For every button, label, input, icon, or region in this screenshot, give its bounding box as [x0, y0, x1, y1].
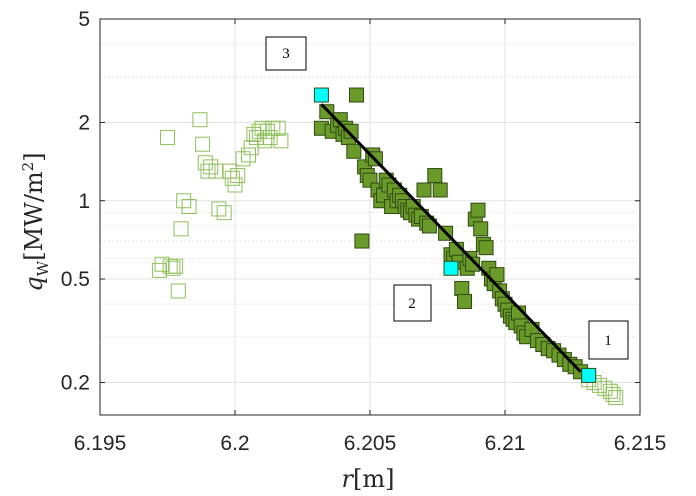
open-data-point	[254, 120, 270, 136]
y-axis-ticks: 0.2 0.5 1 2 5	[61, 8, 640, 395]
filled-data-point	[354, 233, 370, 249]
filled-data-point	[457, 293, 472, 309]
x-tick-label: 6.215	[614, 432, 667, 455]
y-axis-title: qW[MW/m2]	[19, 152, 52, 291]
open-data-point	[257, 133, 273, 149]
y-tick-label: 2	[78, 111, 90, 134]
filled-data-point	[489, 267, 505, 283]
open-data-point	[197, 155, 213, 171]
open-data-point	[227, 177, 243, 193]
filled-data-point	[465, 256, 481, 272]
x-axis-title: r[m]	[342, 465, 395, 493]
open-data-point	[211, 201, 227, 217]
open-data-point	[605, 386, 621, 402]
open-data-point	[608, 390, 624, 406]
fit-endpoint-marker	[443, 260, 459, 276]
open-data-point	[602, 383, 618, 399]
annotation-box-2: 2	[393, 284, 432, 322]
open-data-point	[203, 159, 219, 175]
open-data-point	[230, 168, 246, 184]
filled-data-point	[427, 168, 443, 184]
x-tick-label: 6.205	[344, 432, 397, 455]
filled-data-point	[478, 240, 494, 256]
open-data-point	[173, 221, 189, 237]
fit-endpoint-marker	[313, 87, 329, 103]
y-tick-label: 0.5	[61, 268, 90, 291]
annotation-label-2: 2	[408, 296, 416, 312]
y-tick-label: 1	[78, 190, 90, 213]
filled-data-point	[421, 218, 437, 234]
open-data-point	[160, 130, 175, 146]
annotation-box-3: 3	[265, 36, 307, 71]
open-data-point	[592, 377, 607, 393]
filled-data-point	[432, 182, 448, 198]
open-data-point	[259, 123, 275, 139]
open-data-point	[176, 193, 192, 209]
annotation-label-1: 1	[604, 333, 612, 349]
fit-line	[320, 103, 582, 373]
filled-data-point	[473, 221, 489, 237]
y-tick-label: 5	[78, 8, 90, 31]
open-data-point	[195, 136, 211, 152]
annotation-box-1: 1	[588, 320, 629, 360]
open-data-point	[170, 283, 186, 299]
x-tick-label: 6.21	[485, 432, 526, 455]
open-data-point	[192, 112, 208, 128]
open-data-point	[235, 151, 251, 167]
open-data-point	[216, 205, 232, 221]
filled-data-point	[349, 87, 364, 103]
filled-data-point	[416, 182, 432, 198]
annotation-label-3: 3	[282, 46, 290, 62]
x-axis-ticks: 6.195 6.2 6.205 6.21 6.215	[74, 19, 667, 455]
x-tick-label: 6.195	[74, 432, 127, 455]
open-data-point	[168, 258, 184, 274]
x-tick-label: 6.2	[220, 432, 249, 455]
y-tick-label: 0.2	[61, 372, 90, 395]
filled-data-point	[343, 123, 359, 139]
open-data-point	[165, 260, 181, 276]
filled-data-point	[454, 280, 470, 296]
open-data-point	[270, 120, 286, 136]
open-data-point	[262, 130, 278, 146]
fit-endpoint-marker	[581, 367, 597, 383]
open-data-point	[200, 163, 216, 179]
filled-data-point	[346, 143, 362, 159]
open-data-point	[597, 380, 613, 396]
open-data-point	[273, 133, 289, 149]
filled-marker-series	[313, 87, 589, 380]
filled-data-point	[470, 202, 486, 218]
endpoint-marker-series	[313, 87, 597, 383]
open-data-point	[181, 199, 197, 215]
